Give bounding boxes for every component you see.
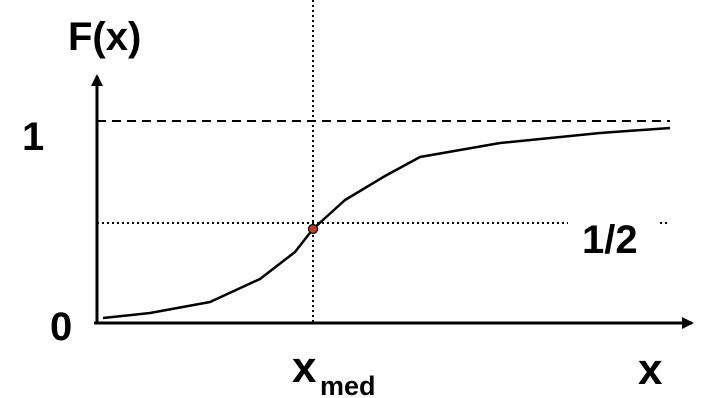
- median-label-base: x: [292, 343, 317, 392]
- y-axis-label: F(x): [68, 15, 141, 59]
- median-label: x med: [292, 343, 376, 398]
- cdf-curve: [102, 126, 671, 320]
- median-label-subscript: med: [320, 371, 376, 398]
- y-tick-one-label: 1: [22, 115, 44, 159]
- y-tick-zero-label: 0: [50, 305, 72, 349]
- median-point: [307, 223, 319, 235]
- x-axis-label: x: [638, 345, 663, 394]
- half-level-label: 1/2: [582, 218, 638, 262]
